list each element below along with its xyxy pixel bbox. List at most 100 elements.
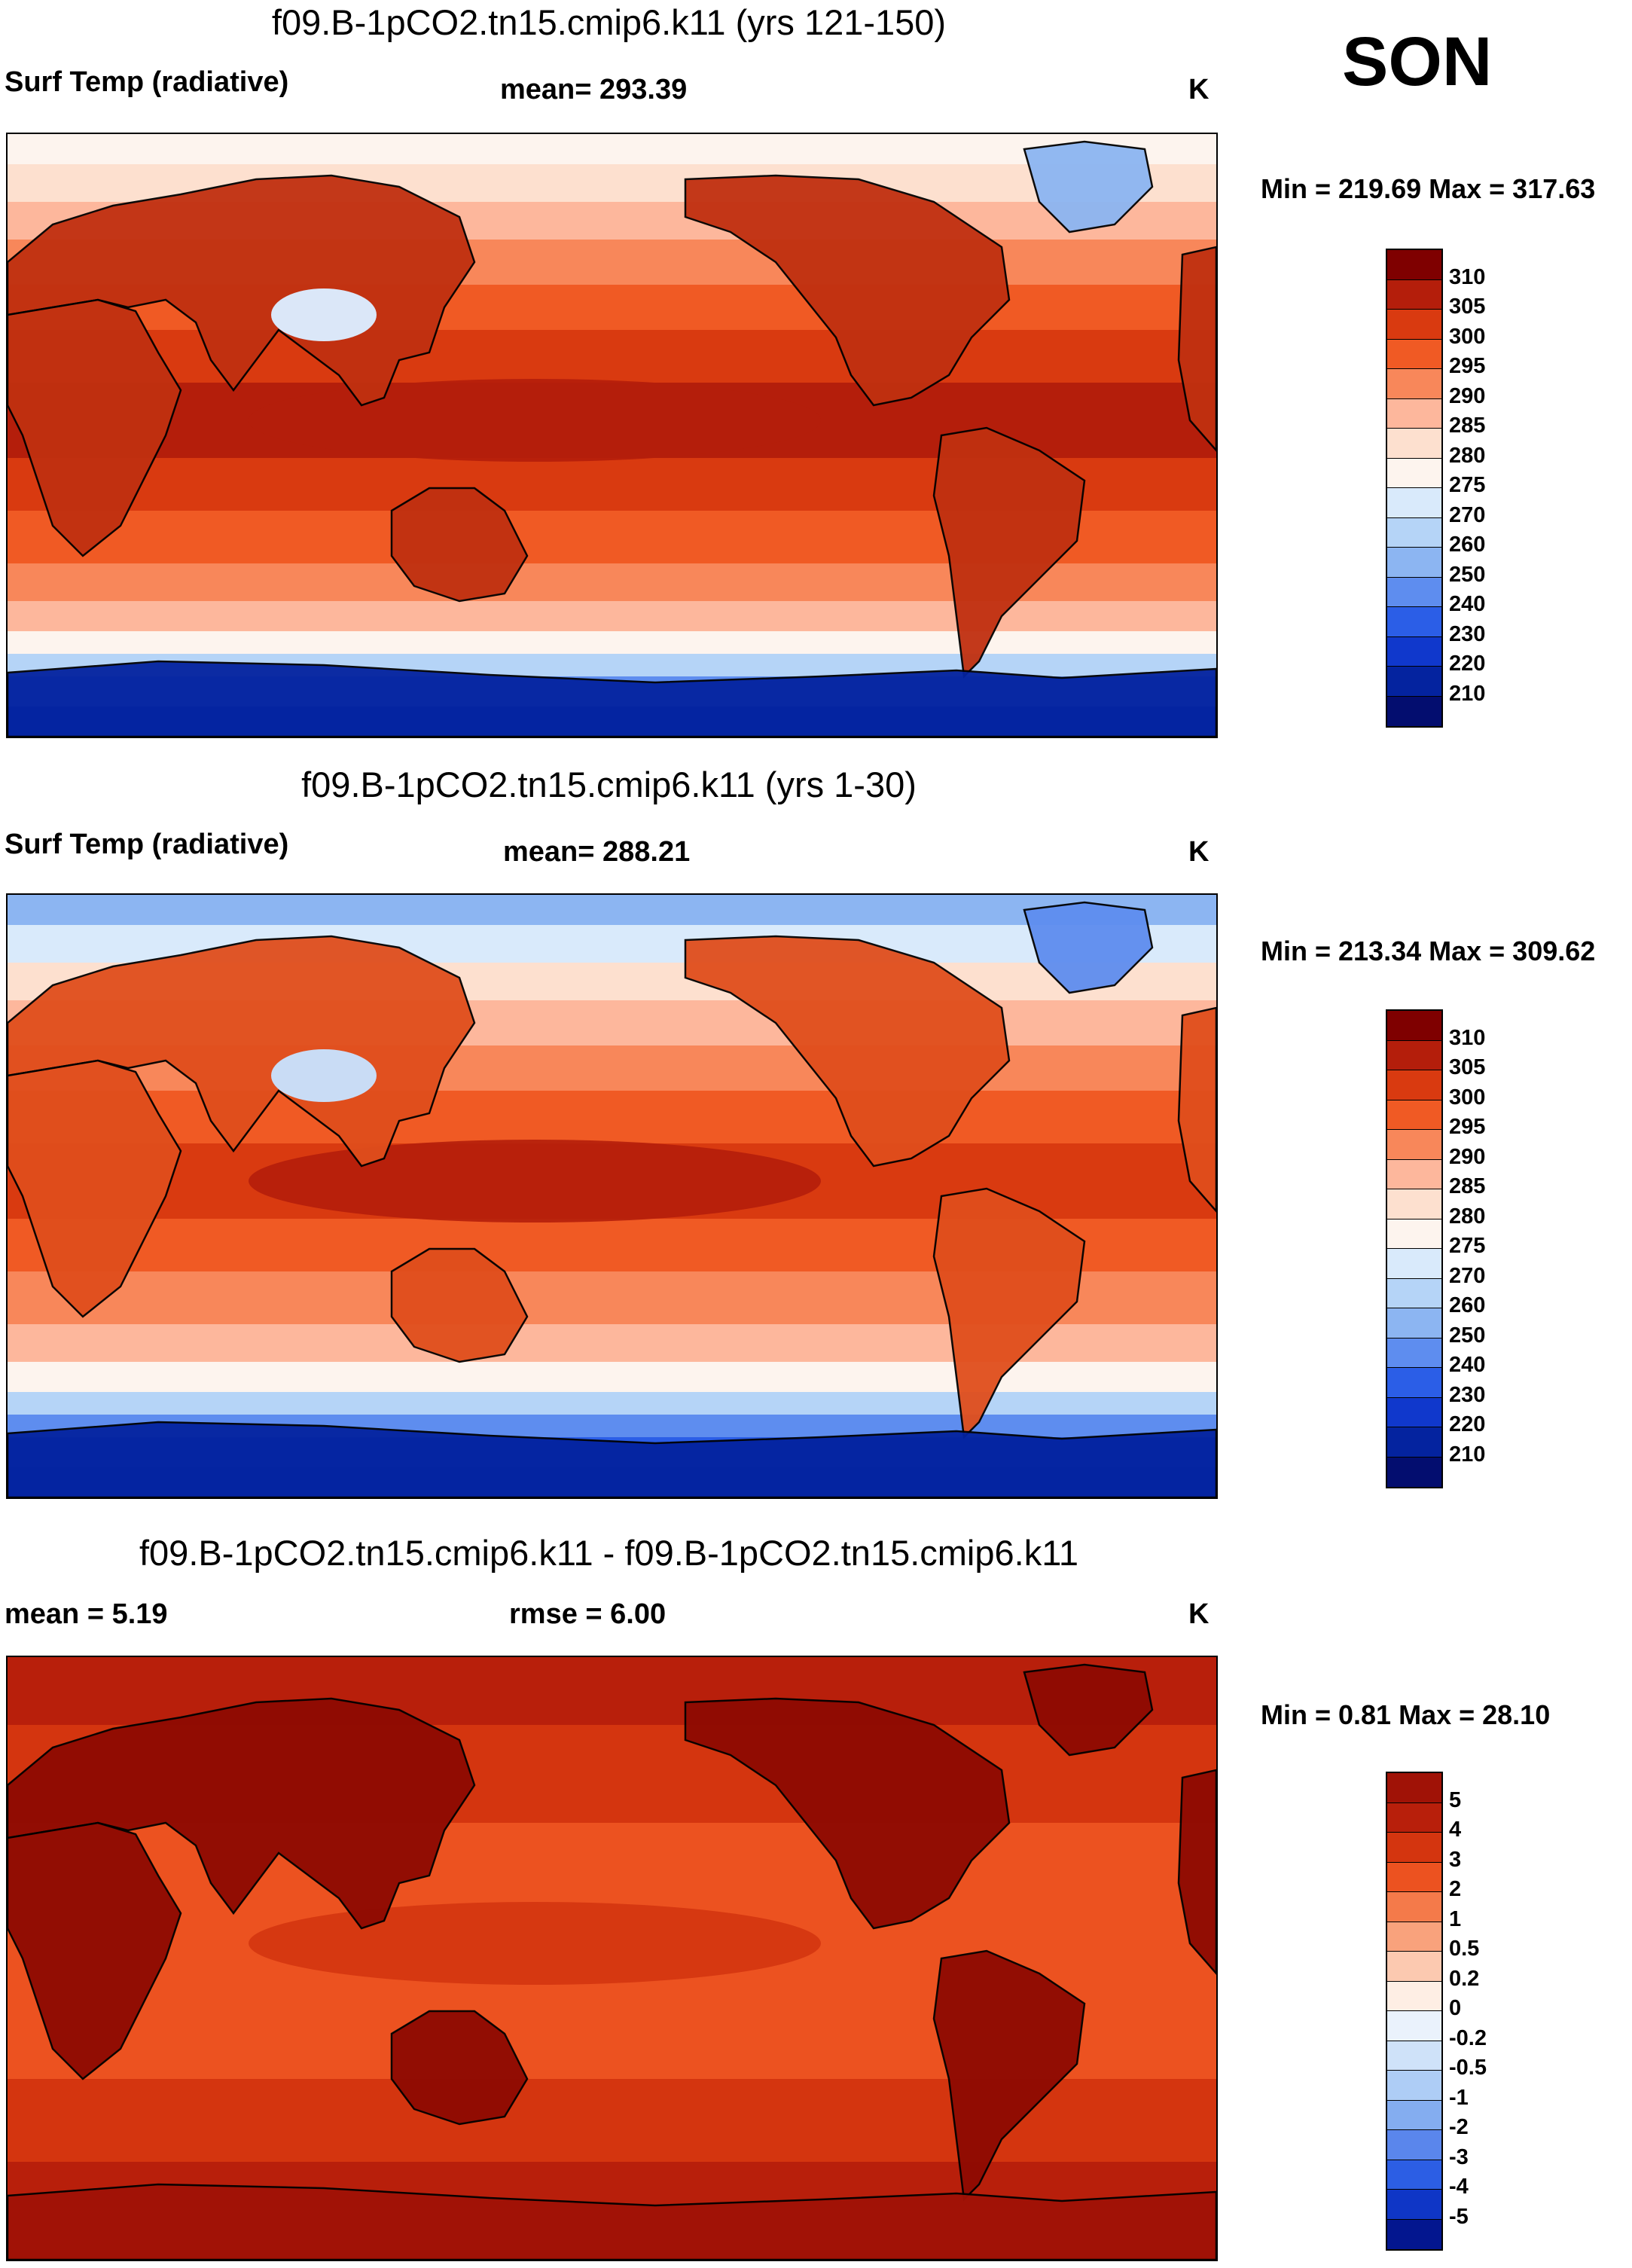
map-band <box>8 895 1216 925</box>
antarctica-landmass <box>8 1421 1216 1497</box>
map-band <box>8 1362 1216 1392</box>
colorbar-cell <box>1387 2071 1441 2101</box>
panel-3-title: f09.B-1pCO2.tn15.cmip6.k11 - f09.B-1pCO2… <box>139 1533 1078 1573</box>
colorbar-cell <box>1387 1278 1441 1308</box>
antarctica-landmass <box>8 2183 1216 2260</box>
colorbar-tick-label: 220 <box>1449 1412 1486 1436</box>
colorbar-tick-label: 310 <box>1449 264 1486 289</box>
colorbar-cell <box>1387 369 1441 399</box>
colorbar-cell <box>1387 1397 1441 1427</box>
map-equatorial-tongue <box>249 1140 821 1223</box>
colorbar-cell <box>1387 1308 1441 1339</box>
colorbar-tick-label: 1 <box>1449 1906 1462 1931</box>
colorbar-cell <box>1387 2041 1441 2071</box>
continent-landmass <box>1177 1006 1216 1213</box>
colorbar-tick-label: 240 <box>1449 592 1486 616</box>
continent-landmass <box>684 174 1011 407</box>
colorbar-cell <box>1387 1892 1441 1922</box>
panel-1-map <box>6 133 1218 738</box>
continent-landmass <box>932 1949 1086 2202</box>
continent-landmass <box>932 426 1086 679</box>
continent-landmass <box>684 1697 1011 1930</box>
panel-2-field-label: Surf Temp (radiative) <box>5 829 289 860</box>
colorbar-cell <box>1387 339 1441 369</box>
colorbar-cell <box>1387 1457 1441 1487</box>
colorbar-tick-label: 280 <box>1449 443 1486 468</box>
colorbar-cell <box>1387 696 1441 726</box>
colorbar-cell <box>1387 429 1441 459</box>
panel-1-minmax: Min = 219.69 Max = 317.63 <box>1261 173 1596 204</box>
map-band <box>8 134 1216 164</box>
colorbar-cell <box>1387 1922 1441 1952</box>
panel-1-title: f09.B-1pCO2.tn15.cmip6.k11 (yrs 121-150) <box>271 2 947 42</box>
colorbar-cell <box>1387 1011 1441 1041</box>
panel-3-mean: mean = 5.19 <box>5 1598 168 1630</box>
panel-1-field-label: Surf Temp (radiative) <box>5 66 289 98</box>
colorbar-cell <box>1387 2100 1441 2130</box>
season-label: SON <box>1342 23 1493 100</box>
colorbar-cell <box>1387 517 1441 548</box>
panel-1-mean: mean= 293.39 <box>500 74 688 105</box>
colorbar-tick-label: 285 <box>1449 414 1486 438</box>
colorbar-tick-label: 295 <box>1449 1115 1486 1139</box>
colorbar-tick-label: 250 <box>1449 1323 1486 1348</box>
continent-landmass <box>684 935 1011 1168</box>
colorbar-cell <box>1387 1070 1441 1100</box>
map-band <box>8 1091 1216 1143</box>
map-equatorial-tongue <box>249 379 821 462</box>
panel-2-map <box>6 893 1218 1499</box>
colorbar-tick-label: 5 <box>1449 1787 1462 1812</box>
map-canvas <box>8 134 1216 737</box>
colorbar-tick-label: 290 <box>1449 383 1486 408</box>
colorbar-tick-label: 210 <box>1449 681 1486 706</box>
panel-2-mean: mean= 288.21 <box>503 836 691 868</box>
colorbar-cell <box>1387 1833 1441 1863</box>
colorbar-tick-label: -0.5 <box>1449 2056 1487 2080</box>
colorbar-cell <box>1387 667 1441 697</box>
colorbar-tick-label: 275 <box>1449 1234 1486 1258</box>
colorbar-tick-label: 305 <box>1449 295 1486 319</box>
colorbar-tick-label: 285 <box>1449 1174 1486 1198</box>
colorbar-cell <box>1387 2219 1441 2249</box>
panel-3-colorbar <box>1386 1772 1443 2251</box>
colorbar-cell <box>1387 636 1441 667</box>
colorbar-tick-label: 290 <box>1449 1144 1486 1169</box>
continent-landmass <box>8 174 476 407</box>
map-band <box>8 601 1216 631</box>
continent-landmass <box>1023 140 1154 234</box>
colorbar-cell <box>1387 548 1441 578</box>
colorbar-tick-label: 305 <box>1449 1055 1486 1079</box>
colorbar-cell <box>1387 1130 1441 1160</box>
continent-landmass <box>390 487 529 603</box>
colorbar-tick-label: -1 <box>1449 2085 1469 2110</box>
colorbar-tick-label: 260 <box>1449 533 1486 557</box>
colorbar-cell <box>1387 250 1441 280</box>
panel-2-colorbar <box>1386 1009 1443 1488</box>
colorbar-cell <box>1387 2190 1441 2220</box>
continent-landmass <box>1023 1663 1154 1757</box>
colorbar-cell <box>1387 1802 1441 1833</box>
map-band <box>8 631 1216 654</box>
panel-2-units: K <box>1188 836 1210 868</box>
colorbar-cell <box>1387 488 1441 518</box>
panel-1-units: K <box>1188 74 1210 105</box>
colorbar-cell <box>1387 1040 1441 1070</box>
continent-landmass <box>1177 246 1216 452</box>
continent-landmass <box>8 1821 182 2080</box>
panel-1-colorbar <box>1386 249 1443 728</box>
colorbar-cell <box>1387 607 1441 637</box>
panel-2-minmax: Min = 213.34 Max = 309.62 <box>1261 936 1596 966</box>
colorbar-cell <box>1387 1338 1441 1368</box>
colorbar-tick-label: 260 <box>1449 1293 1486 1317</box>
colorbar-tick-label: 210 <box>1449 1442 1486 1467</box>
colorbar-tick-label: -3 <box>1449 2144 1469 2169</box>
plateau-cold-patch <box>271 1049 377 1102</box>
colorbar-cell <box>1387 310 1441 340</box>
map-band <box>8 330 1216 383</box>
continent-landmass <box>8 298 182 557</box>
colorbar-tick-label: 250 <box>1449 562 1486 587</box>
map-canvas <box>8 895 1216 1497</box>
colorbar-tick-label: -2 <box>1449 2115 1469 2139</box>
colorbar-tick-label: 270 <box>1449 1263 1486 1288</box>
colorbar-tick-label: 220 <box>1449 652 1486 676</box>
